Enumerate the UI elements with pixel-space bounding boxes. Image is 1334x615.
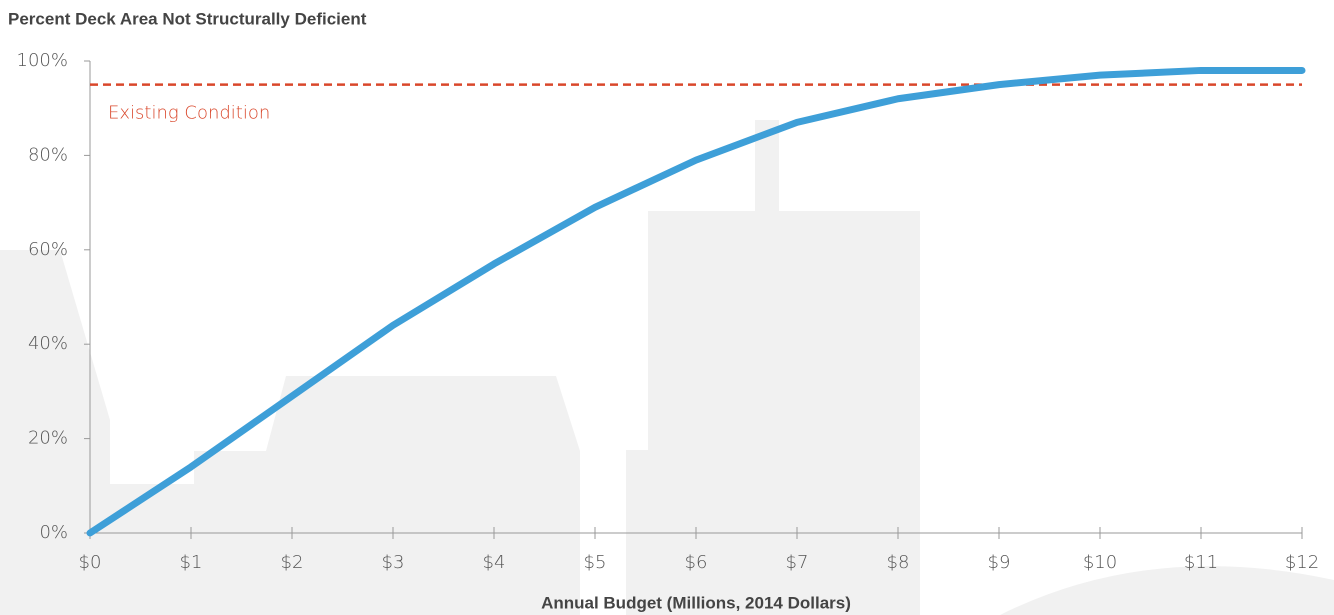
x-tick-label: $7 [786, 552, 809, 573]
y-tick-label: 0% [39, 522, 68, 543]
x-tick-label: $6 [685, 552, 708, 573]
x-tick-label: $11 [1184, 552, 1218, 573]
x-axis-label: Annual Budget (Millions, 2014 Dollars) [541, 593, 851, 612]
x-tick-label: $3 [382, 552, 405, 573]
reference-label: Existing Condition [108, 103, 270, 124]
data-line [86, 66, 1306, 537]
x-tick-label: $8 [887, 552, 910, 573]
x-tick-label: $12 [1285, 552, 1319, 573]
x-tick-label: $9 [988, 552, 1011, 573]
x-tick-label: $5 [584, 552, 607, 573]
x-tick-label: $2 [281, 552, 304, 573]
y-tick-label: 20% [28, 428, 68, 449]
y-tick-label: 80% [28, 144, 68, 165]
y-tick-label: 40% [28, 333, 68, 354]
background-silhouette [0, 120, 1334, 615]
y-tick-label: 100% [17, 50, 68, 71]
y-tick-label: 60% [28, 239, 68, 260]
chart-title: Percent Deck Area Not Structurally Defic… [8, 9, 367, 28]
x-tick-label: $10 [1083, 552, 1117, 573]
x-tick-label: $1 [180, 552, 203, 573]
x-tick-label: $4 [483, 552, 506, 573]
x-tick-label: $0 [79, 552, 102, 573]
